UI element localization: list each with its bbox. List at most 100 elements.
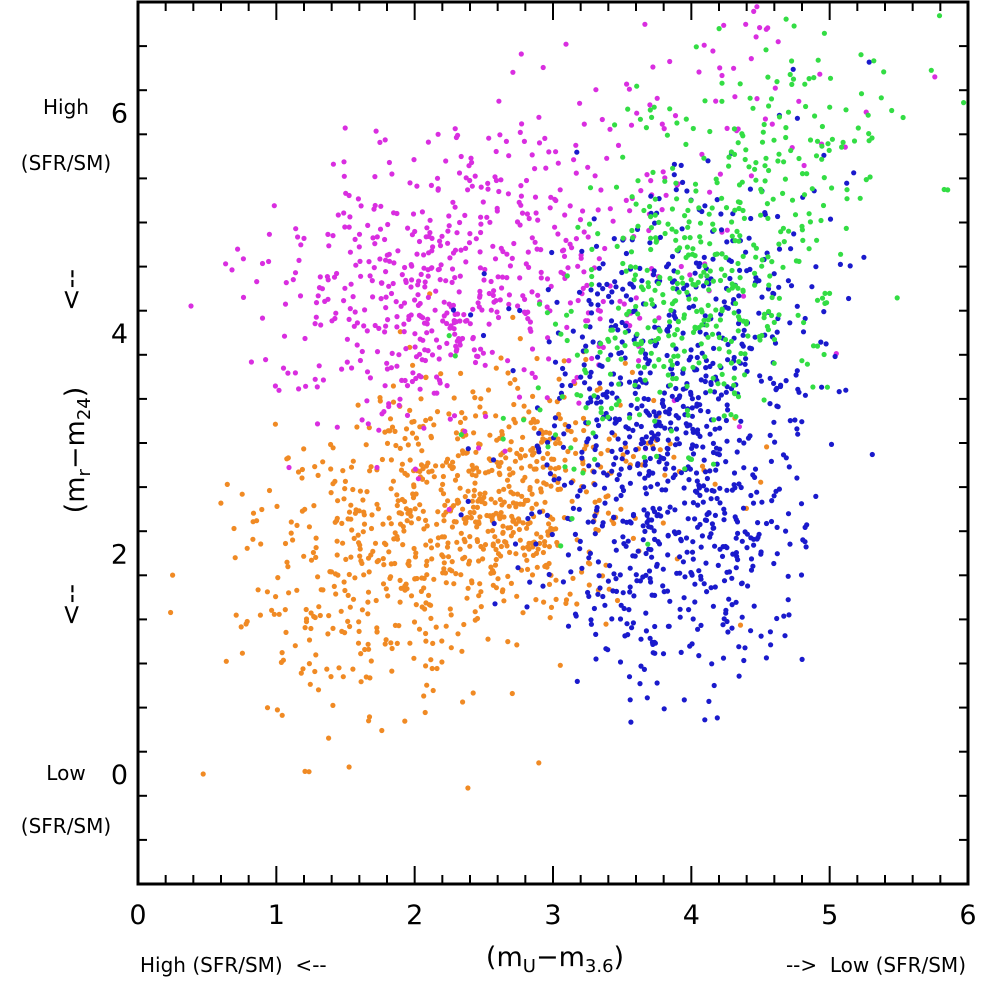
point [626, 308, 632, 315]
point [423, 562, 429, 569]
point [758, 551, 764, 557]
point [362, 307, 368, 313]
point [736, 320, 742, 327]
point [536, 140, 543, 146]
point [434, 409, 441, 415]
point [381, 409, 387, 415]
point [520, 610, 526, 616]
point [366, 569, 372, 575]
point [318, 587, 324, 593]
point [485, 636, 491, 642]
point [692, 324, 698, 330]
point [776, 312, 782, 318]
point [382, 137, 388, 143]
point [595, 231, 601, 237]
point [804, 361, 811, 367]
point [488, 496, 494, 502]
point [629, 194, 635, 200]
point [718, 227, 725, 233]
point [513, 521, 519, 527]
point [631, 593, 637, 599]
point [711, 682, 717, 689]
point [409, 430, 416, 436]
point [680, 386, 686, 392]
point [711, 488, 717, 494]
point [269, 607, 275, 613]
point [608, 352, 614, 358]
point [752, 282, 758, 288]
point [806, 246, 812, 252]
point [698, 307, 704, 313]
point [435, 542, 441, 548]
point [714, 461, 720, 467]
point [635, 311, 641, 317]
point [678, 649, 684, 656]
point [735, 126, 741, 132]
point [586, 555, 592, 561]
point [593, 243, 600, 249]
point [450, 459, 456, 465]
point [455, 311, 461, 317]
point [470, 466, 476, 472]
point [591, 393, 597, 399]
point [734, 228, 740, 234]
point [574, 149, 580, 155]
point [397, 599, 403, 605]
point [720, 622, 726, 628]
point [459, 648, 465, 654]
point [391, 260, 397, 266]
point [346, 764, 352, 770]
point [654, 453, 660, 459]
point [592, 531, 598, 537]
point [326, 243, 332, 249]
point [617, 375, 624, 381]
point [685, 207, 691, 213]
point [294, 587, 300, 593]
point [627, 697, 633, 703]
point [772, 439, 778, 445]
point [513, 551, 519, 557]
point [661, 403, 667, 409]
point [595, 591, 601, 597]
point [555, 486, 561, 493]
point [608, 405, 615, 411]
point [605, 447, 611, 453]
point [430, 244, 436, 250]
point [682, 574, 688, 580]
point [717, 485, 723, 491]
point [415, 441, 421, 447]
point [771, 137, 777, 143]
point [742, 361, 748, 367]
point [708, 496, 714, 502]
point [657, 447, 663, 453]
point [487, 219, 493, 225]
point [617, 298, 623, 304]
point [383, 541, 389, 548]
point [350, 294, 356, 300]
point [382, 383, 388, 389]
point [170, 572, 176, 578]
point [752, 166, 758, 172]
point [528, 328, 534, 334]
point [638, 370, 644, 376]
point [431, 576, 437, 582]
point [429, 328, 435, 334]
series-magenta [188, 4, 938, 513]
point [490, 292, 496, 298]
point [642, 21, 648, 27]
point [657, 274, 663, 280]
point [565, 448, 571, 455]
point [652, 640, 659, 646]
point [389, 171, 395, 177]
point [640, 286, 646, 293]
point [672, 442, 679, 448]
point [466, 561, 472, 567]
y-tick-label: 6 [111, 98, 128, 129]
point [815, 57, 821, 63]
point [722, 510, 728, 516]
point [469, 462, 475, 468]
point [597, 585, 603, 591]
point [776, 241, 782, 247]
point [534, 246, 540, 252]
point [491, 288, 497, 294]
